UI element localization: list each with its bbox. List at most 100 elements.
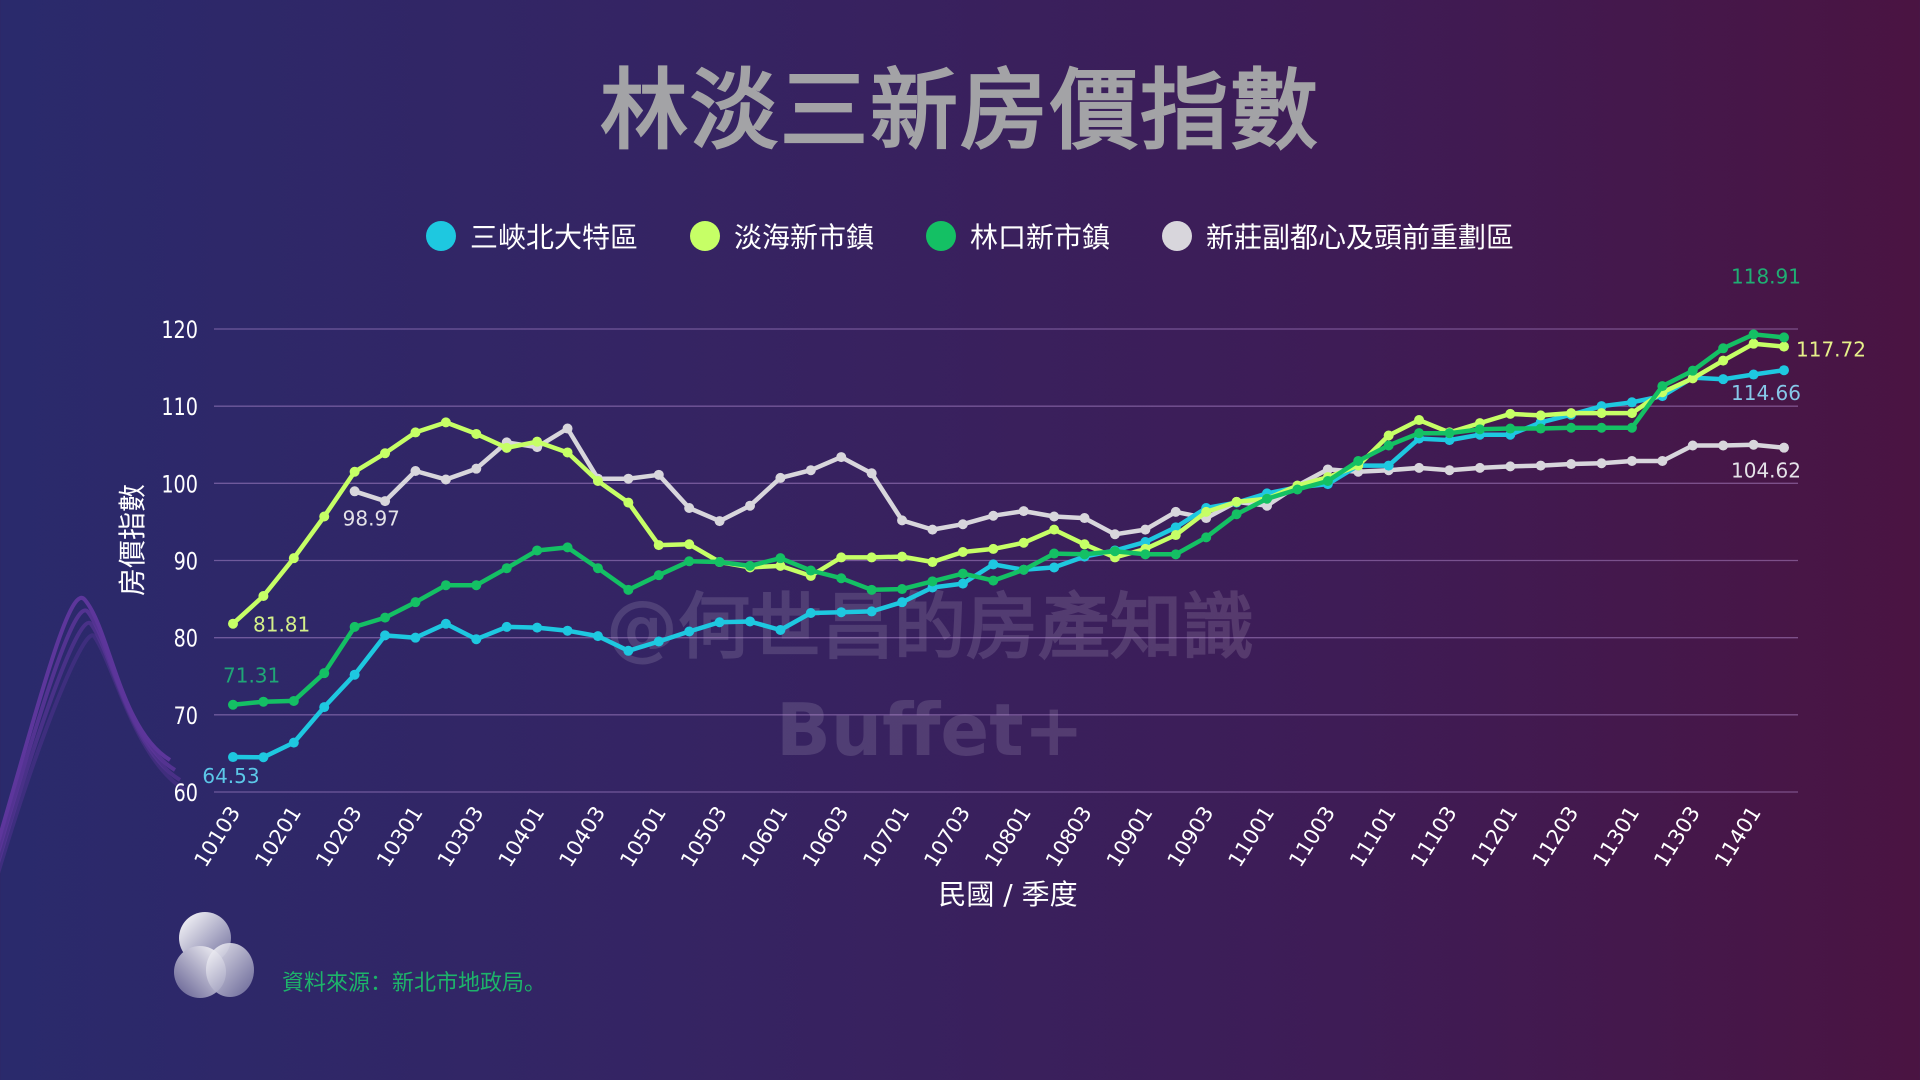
data-point: [957, 578, 968, 589]
series-line: [231, 341, 1785, 626]
y-tick-label: 100: [161, 471, 198, 499]
data-point: [805, 607, 816, 618]
data-point: [1444, 428, 1455, 439]
data-point: [714, 516, 725, 527]
data-point: [501, 621, 512, 632]
data-point: [897, 515, 908, 526]
data-point: [228, 699, 238, 710]
data-point: [258, 590, 269, 601]
data-point: [258, 696, 269, 707]
data-point: [1140, 549, 1151, 560]
data-point: [1383, 430, 1394, 441]
x-tick-label: 10603: [798, 802, 854, 871]
data-point: [1718, 343, 1729, 354]
data-point: [1718, 440, 1729, 451]
legend-dot-icon: [689, 221, 720, 251]
data-point: [1231, 496, 1242, 507]
legend-item-danhai[interactable]: 淡海新市鎮: [689, 216, 874, 256]
data-point: [319, 668, 330, 679]
data-point: [471, 580, 482, 591]
data-point: [562, 542, 573, 553]
data-point: [288, 553, 299, 564]
data-point: [349, 669, 360, 680]
data-point: [288, 695, 299, 706]
data-point: [775, 472, 786, 483]
data-point: [1444, 465, 1455, 476]
data-point: [927, 557, 938, 568]
data-point: [1779, 341, 1789, 352]
data-source-note: 資料來源：新北市地政局。: [282, 971, 547, 996]
data-point: [1109, 529, 1120, 540]
data-point: [1353, 455, 1364, 466]
data-point: [957, 568, 968, 579]
data-label: 64.53: [202, 764, 259, 788]
legend-item-sanxia[interactable]: 三峽北大特區: [425, 216, 638, 256]
data-point: [380, 448, 391, 459]
data-point: [927, 524, 938, 535]
y-axis-title: 房價指數: [116, 484, 149, 596]
data-label: 81.81: [253, 613, 310, 637]
data-point: [1414, 462, 1425, 473]
data-point: [1748, 369, 1759, 380]
data-point: [1049, 548, 1060, 559]
data-point: [1505, 423, 1516, 434]
data-point: [1596, 401, 1607, 412]
data-point: [653, 540, 664, 551]
data-point: [653, 636, 664, 647]
data-point: [258, 752, 269, 763]
decorative-wave: [0, 595, 187, 874]
legend-label: 淡海新市鎮: [733, 221, 874, 254]
data-point: [1596, 458, 1607, 469]
data-point: [1444, 435, 1455, 446]
y-tick-label: 70: [174, 703, 198, 731]
data-point: [1718, 374, 1729, 385]
data-point: [1748, 439, 1759, 450]
legend-item-xinzhuang[interactable]: 新莊副都心及頭前重劃區: [1162, 216, 1514, 256]
y-tick-label: 90: [174, 549, 198, 577]
data-point: [1566, 459, 1577, 470]
data-point: [410, 465, 421, 476]
x-tick-label: 10203: [311, 802, 367, 871]
x-tick-label: 10701: [859, 802, 915, 871]
data-point: [745, 616, 755, 627]
y-tick-label: 110: [161, 394, 198, 422]
data-point: [532, 622, 543, 633]
x-tick-label: 10803: [1041, 802, 1097, 871]
y-tick-label: 80: [174, 626, 198, 654]
data-point: [471, 463, 482, 474]
x-tick-label: 10703: [919, 802, 975, 871]
data-point: [1779, 442, 1789, 453]
data-point: [775, 624, 786, 635]
data-label: 117.72: [1796, 338, 1866, 362]
legend-item-linkou[interactable]: 林口新市鎮: [926, 216, 1110, 256]
x-tick-label: 11103: [1406, 802, 1462, 871]
data-point: [1566, 408, 1577, 419]
data-point: [1779, 332, 1789, 343]
x-tick-label: 10303: [433, 802, 489, 871]
data-point: [1170, 530, 1181, 541]
data-point: [1748, 329, 1759, 340]
data-label: 98.97: [343, 506, 400, 530]
data-point: [228, 752, 238, 763]
data-point: [1383, 460, 1394, 471]
x-tick-label: 11303: [1649, 802, 1705, 871]
legend-dot-icon: [425, 221, 456, 251]
data-point: [1140, 524, 1151, 535]
data-point: [1596, 422, 1607, 433]
watermark: @何世昌的房產知識 Buffet+: [606, 585, 1254, 772]
page-title: 林淡三新房價指數: [599, 59, 1320, 162]
data-label: 104.62: [1731, 459, 1801, 483]
data-point: [1322, 464, 1333, 475]
y-tick-label: 120: [161, 317, 198, 345]
x-tick-label: 11003: [1284, 802, 1340, 871]
data-point: [349, 466, 360, 477]
x-tick-label: 10403: [554, 802, 610, 871]
data-point: [745, 560, 755, 571]
data-point: [440, 618, 451, 629]
x-tick-label: 11401: [1710, 802, 1766, 871]
legend: 三峽北大特區 淡海新市鎮 林口新市鎮 新莊副都心及頭前重劃區: [0, 216, 1920, 256]
data-point: [745, 500, 755, 511]
legend-label: 新莊副都心及頭前重劃區: [1206, 221, 1515, 254]
x-tick-label: 10401: [494, 802, 550, 871]
